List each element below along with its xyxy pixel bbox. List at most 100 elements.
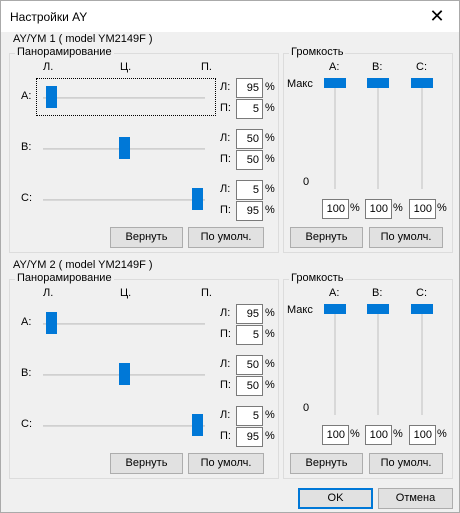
- channel-label: A:: [21, 316, 32, 328]
- pan-default-button[interactable]: По умолч.: [188, 453, 264, 474]
- pan-header-center: Ц.: [120, 287, 132, 299]
- left-value-input[interactable]: 95: [236, 78, 263, 98]
- percent-sign: %: [350, 202, 360, 214]
- right-label: П:: [220, 328, 231, 340]
- ok-button[interactable]: OK: [298, 488, 373, 509]
- volume-header: A:: [329, 287, 340, 299]
- channel-label: B:: [21, 367, 32, 379]
- close-button[interactable]: ✕: [415, 1, 459, 32]
- volume-max-label: Макс: [287, 304, 313, 316]
- percent-sign: %: [265, 430, 275, 442]
- volume-value-input[interactable]: 100: [409, 199, 436, 219]
- right-value-input[interactable]: 95: [236, 427, 263, 447]
- pan-reset-button[interactable]: Вернуть: [110, 227, 183, 248]
- volume-value-input[interactable]: 100: [365, 425, 392, 445]
- volume-slider-thumb[interactable]: [367, 78, 389, 88]
- device-section-1: AY/YM 1 ( model YM2149F ) Панорамирование…: [1, 1, 459, 253]
- percent-sign: %: [265, 81, 275, 93]
- left-value-input[interactable]: 50: [236, 355, 263, 375]
- left-label: Л:: [220, 132, 231, 144]
- left-value-input[interactable]: 5: [236, 406, 263, 426]
- pan-header-right: П.: [201, 61, 212, 73]
- volume-reset-button[interactable]: Вернуть: [290, 227, 363, 248]
- pan-header-left: Л.: [43, 61, 54, 73]
- left-label: Л:: [220, 358, 231, 370]
- percent-sign: %: [265, 328, 275, 340]
- percent-sign: %: [265, 379, 275, 391]
- cancel-button[interactable]: Отмена: [378, 488, 453, 509]
- device-title: AY/YM 2 ( model YM2149F ): [13, 259, 153, 271]
- volume-slider-thumb[interactable]: [367, 304, 389, 314]
- pan-header-center: Ц.: [120, 61, 132, 73]
- right-value-input[interactable]: 50: [236, 376, 263, 396]
- right-label: П:: [220, 153, 231, 165]
- left-label: Л:: [220, 409, 231, 421]
- volume-slider-thumb[interactable]: [324, 304, 346, 314]
- panning-group: Панорамирование: [9, 46, 279, 253]
- right-value-input[interactable]: 95: [236, 201, 263, 221]
- title-bar: Настройки AY ✕: [1, 1, 459, 32]
- pan-slider-track[interactable]: [43, 199, 205, 201]
- right-value-input[interactable]: 5: [236, 325, 263, 345]
- pan-slider-track[interactable]: [43, 323, 205, 325]
- percent-sign: %: [437, 428, 447, 440]
- volume-header: B:: [372, 61, 383, 73]
- volume-value-input[interactable]: 100: [365, 199, 392, 219]
- volume-slider-thumb[interactable]: [324, 78, 346, 88]
- right-value-input[interactable]: 5: [236, 99, 263, 119]
- percent-sign: %: [265, 358, 275, 370]
- volume-header: C:: [416, 61, 427, 73]
- percent-sign: %: [265, 153, 275, 165]
- pan-slider-thumb[interactable]: [119, 363, 130, 385]
- left-value-input[interactable]: 95: [236, 304, 263, 324]
- volume-max-label: Макс: [287, 78, 313, 90]
- pan-slider-thumb[interactable]: [46, 312, 57, 334]
- percent-sign: %: [265, 132, 275, 144]
- volume-slider-thumb[interactable]: [411, 78, 433, 88]
- volume-value-input[interactable]: 100: [322, 425, 349, 445]
- pan-slider-track[interactable]: [43, 425, 205, 427]
- right-value-input[interactable]: 50: [236, 150, 263, 170]
- pan-slider-thumb[interactable]: [119, 137, 130, 159]
- panning-group-title: Панорамирование: [15, 46, 114, 58]
- channel-label: C:: [21, 192, 32, 204]
- volume-reset-button[interactable]: Вернуть: [290, 453, 363, 474]
- pan-header-right: П.: [201, 287, 212, 299]
- volume-slider-thumb[interactable]: [411, 304, 433, 314]
- panning-group-title: Панорамирование: [15, 272, 114, 284]
- left-label: Л:: [220, 307, 231, 319]
- percent-sign: %: [350, 428, 360, 440]
- volume-value-input[interactable]: 100: [409, 425, 436, 445]
- percent-sign: %: [393, 428, 403, 440]
- volume-group: Громкость: [283, 272, 453, 479]
- percent-sign: %: [437, 202, 447, 214]
- volume-slider-track[interactable]: [334, 309, 336, 415]
- volume-default-button[interactable]: По умолч.: [369, 453, 443, 474]
- volume-slider-track[interactable]: [334, 83, 336, 189]
- volume-slider-track[interactable]: [377, 83, 379, 189]
- right-label: П:: [220, 430, 231, 442]
- pan-slider-thumb[interactable]: [192, 414, 203, 436]
- volume-group-title: Громкость: [289, 272, 346, 284]
- left-value-input[interactable]: 50: [236, 129, 263, 149]
- pan-slider-track[interactable]: [43, 97, 205, 99]
- volume-default-button[interactable]: По умолч.: [369, 227, 443, 248]
- left-label: Л:: [220, 183, 231, 195]
- volume-slider-track[interactable]: [377, 309, 379, 415]
- volume-header: C:: [416, 287, 427, 299]
- percent-sign: %: [265, 409, 275, 421]
- device-section-2: AY/YM 2 ( model YM2149F ) Панорамирование…: [1, 227, 459, 479]
- volume-value-input[interactable]: 100: [322, 199, 349, 219]
- focus-rectangle: [36, 78, 216, 116]
- pan-default-button[interactable]: По умолч.: [188, 227, 264, 248]
- volume-header: B:: [372, 287, 383, 299]
- percent-sign: %: [265, 204, 275, 216]
- left-value-input[interactable]: 5: [236, 180, 263, 200]
- device-title: AY/YM 1 ( model YM2149F ): [13, 33, 153, 45]
- pan-slider-thumb[interactable]: [46, 86, 57, 108]
- pan-header-left: Л.: [43, 287, 54, 299]
- pan-slider-thumb[interactable]: [192, 188, 203, 210]
- pan-reset-button[interactable]: Вернуть: [110, 453, 183, 474]
- volume-slider-track[interactable]: [421, 309, 423, 415]
- volume-slider-track[interactable]: [421, 83, 423, 189]
